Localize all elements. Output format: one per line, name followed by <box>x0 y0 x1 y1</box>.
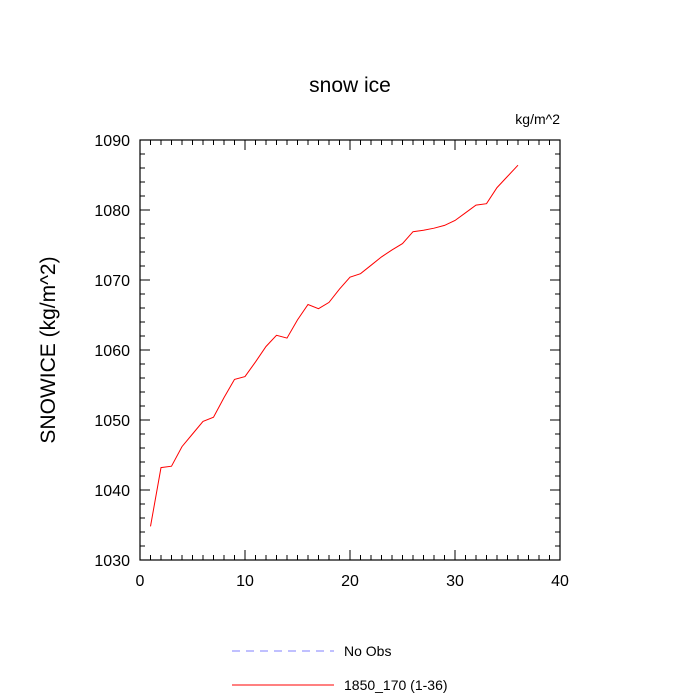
y-tick-label: 1050 <box>94 413 130 430</box>
y-tick-label: 1040 <box>94 483 130 500</box>
tick-labels: 0 10 20 30 40 1030 1040 1050 1060 1070 1080 1090 <box>94 133 569 590</box>
units-label: kg/m^2 <box>515 111 560 127</box>
legend-label: 1850_170 (1-36) <box>344 677 448 693</box>
x-tick-label: 20 <box>341 573 359 590</box>
plot-frame <box>139 139 561 561</box>
legend: No Obs 1850_170 (1-36) <box>232 643 448 693</box>
x-tick-label: 40 <box>551 573 569 590</box>
y-tick-label: 1080 <box>94 203 130 220</box>
y-axis-label: SNOWICE (kg/m^2) <box>37 256 60 443</box>
y-tick-label: 1090 <box>94 133 130 150</box>
series-line <box>150 164 519 527</box>
y-tick-label: 1030 <box>94 553 130 570</box>
x-tick-label: 0 <box>136 573 145 590</box>
axis-ticks <box>139 139 561 561</box>
y-tick-label: 1060 <box>94 343 130 360</box>
y-tick-label: 1070 <box>94 273 130 290</box>
series-lines <box>150 164 519 527</box>
chart-title: snow ice <box>309 74 391 97</box>
legend-label: No Obs <box>344 643 391 659</box>
x-tick-label: 10 <box>236 573 254 590</box>
x-tick-label: 30 <box>446 573 464 590</box>
